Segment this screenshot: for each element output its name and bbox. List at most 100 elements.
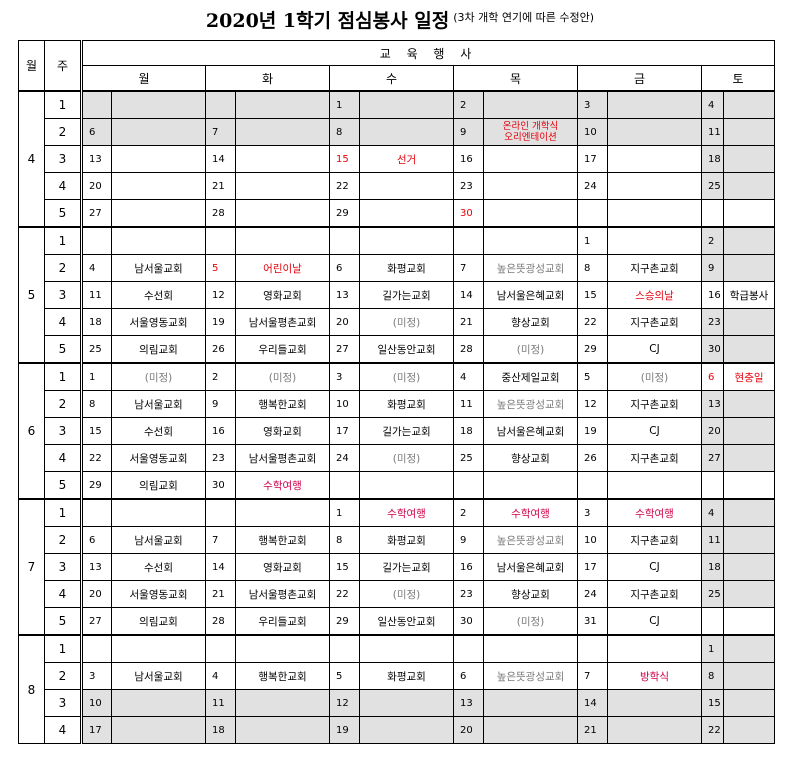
table-row: 5 29 의림교회 30 수학여행 [19, 471, 776, 500]
event-cell: 화평교회 [359, 662, 454, 690]
table-row: 4 17 18 19 20 21 22 [19, 716, 776, 744]
event-cell [235, 634, 330, 663]
date-cell: 17 [81, 716, 112, 744]
date-cell: 25 [81, 335, 112, 364]
date-cell: 6 [81, 526, 112, 554]
event-cell: 지구촌교회 [607, 526, 702, 554]
date-cell: 9 [701, 254, 724, 282]
event-cell [111, 716, 206, 744]
date-cell: 24 [577, 580, 608, 608]
table-row: 4 20 21 22 23 24 25 [19, 172, 776, 200]
date-cell: 18 [701, 145, 724, 173]
table-row: 3 13 14 15 선거 16 17 18 [19, 145, 776, 173]
event-cell: (미정) [359, 580, 454, 608]
date-cell: 6 [701, 362, 724, 391]
event-cell: 우리들교회 [235, 607, 330, 636]
date-cell [577, 634, 608, 663]
date-cell: 15 [701, 689, 724, 717]
date-cell: 27 [329, 335, 360, 364]
date-cell: 11 [453, 390, 484, 418]
event-cell [483, 172, 578, 200]
event-cell [111, 226, 206, 255]
event-cell [607, 90, 702, 119]
event-cell: 화평교회 [359, 254, 454, 282]
week-cell: 5 [44, 607, 83, 636]
date-cell [453, 226, 484, 255]
date-cell: 3 [577, 90, 608, 119]
event-cell: 향상교회 [483, 580, 578, 608]
date-cell: 15 [577, 281, 608, 309]
date-cell: 10 [577, 526, 608, 554]
event-cell: (미정) [359, 362, 454, 391]
event-cell [722, 172, 776, 200]
event-cell: 중산제일교회 [483, 362, 578, 391]
event-cell [359, 226, 454, 255]
event-cell: 수선회 [111, 417, 206, 445]
date-cell: 14 [205, 553, 236, 581]
event-cell [722, 90, 776, 119]
event-cell [111, 689, 206, 717]
event-cell: 높은뜻광성교회 [483, 390, 578, 418]
date-cell: 11 [81, 281, 112, 309]
event-cell: 행복한교회 [235, 390, 330, 418]
date-cell: 15 [329, 553, 360, 581]
event-cell: 남서울은혜교회 [483, 553, 578, 581]
event-cell: 높은뜻광성교회 [483, 526, 578, 554]
event-cell [722, 118, 776, 146]
date-cell: 10 [577, 118, 608, 146]
event-cell: 지구촌교회 [607, 444, 702, 472]
date-cell: 15 [81, 417, 112, 445]
date-cell: 20 [81, 172, 112, 200]
event-cell: 현충일 [722, 362, 776, 391]
table-row: 5 25 의림교회 26 우리들교회 27 일산동안교회 28 (미정) 29 CJ 30 [19, 335, 776, 364]
date-cell: 30 [205, 471, 236, 500]
event-cell: 남서울은혜교회 [483, 281, 578, 309]
date-cell [81, 498, 112, 527]
date-cell: 1 [701, 634, 724, 663]
date-cell [205, 90, 236, 119]
date-cell: 16 [453, 553, 484, 581]
event-cell: 행복한교회 [235, 662, 330, 690]
date-cell [81, 90, 112, 119]
date-cell: 7 [205, 526, 236, 554]
event-cell: 의림교회 [111, 335, 206, 364]
page-subtitle: (3차 개학 연기에 따른 수정안) [453, 11, 595, 24]
table-row: 2 8 남서울교회 9 행복한교회 10 화평교회 11 높은뜻광성교회 12 지구촌교회 13 [19, 390, 776, 418]
week-cell: 2 [44, 662, 83, 690]
date-cell: 18 [81, 308, 112, 336]
event-cell: (미정) [483, 607, 578, 636]
event-cell [722, 716, 776, 744]
event-cell: 남서울교회 [111, 390, 206, 418]
event-cell: 서울영동교회 [111, 580, 206, 608]
date-cell: 8 [329, 526, 360, 554]
date-cell: 11 [205, 689, 236, 717]
event-cell: 의림교회 [111, 607, 206, 636]
table-row: 3 15 수선회 16 영화교회 17 길가는교회 18 남서울은혜교회 19 CJ 20 [19, 417, 776, 445]
event-cell: 일산동안교회 [359, 335, 454, 364]
date-cell: 1 [577, 226, 608, 255]
event-cell: 수선회 [111, 281, 206, 309]
table-row: 4 22 서울영동교회 23 남서울평촌교회 24 (미정) 25 향상교회 26 지구촌교회 27 [19, 444, 776, 472]
date-cell: 1 [329, 90, 360, 119]
event-cell [111, 90, 206, 119]
date-cell: 29 [329, 607, 360, 636]
day-header-fri: 금 [577, 65, 702, 92]
event-cell: 향상교회 [483, 444, 578, 472]
date-cell: 18 [701, 553, 724, 581]
date-cell: 30 [453, 199, 484, 228]
event-cell [111, 498, 206, 527]
table-row: 5 27 의림교회 28 우리들교회 29 일산동안교회 30 (미정) 31 CJ [19, 607, 776, 636]
date-cell: 21 [205, 172, 236, 200]
event-cell: CJ [607, 607, 702, 636]
event-cell [607, 716, 702, 744]
event-cell [722, 390, 776, 418]
day-header-thu: 목 [453, 65, 578, 92]
date-cell: 28 [205, 607, 236, 636]
month-cell: 5 [18, 226, 45, 364]
week-cell: 5 [44, 471, 83, 500]
month-cell: 8 [18, 634, 45, 744]
event-cell [359, 90, 454, 119]
table-row: 4 18 서울영동교회 19 남서울평촌교회 20 (미정) 21 향상교회 22 지구촌교회 23 [19, 308, 776, 336]
